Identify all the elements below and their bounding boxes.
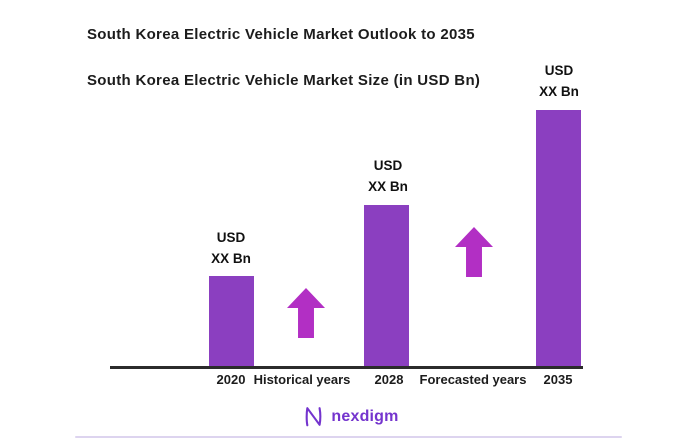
bar-value-line2: XX Bn (211, 251, 251, 266)
x-annotation-forecasted-years: Forecasted years (419, 372, 527, 387)
x-annotation-historical-years: Historical years (253, 372, 351, 387)
x-tick-2020: 2020 (216, 372, 246, 387)
chart-title: South Korea Electric Vehicle Market Outl… (87, 26, 475, 43)
nexdigm-wordmark: nexdigm (331, 407, 399, 425)
bar-2035 (536, 110, 581, 366)
x-axis-line (110, 366, 583, 369)
bar-value-label-2020: USD XX Bn (211, 227, 251, 269)
nexdigm-logo: nexdigm (303, 405, 398, 428)
bar-value-label-2028: USD XX Bn (368, 155, 408, 197)
x-tick-2035: 2035 (543, 372, 573, 387)
growth-up-arrow-icon (287, 288, 325, 338)
growth-up-arrow-icon (455, 227, 493, 277)
x-tick-2028: 2028 (374, 372, 404, 387)
bar-value-line2: XX Bn (539, 84, 579, 99)
nexdigm-n-icon (305, 407, 322, 427)
bar-value-line1: USD (544, 63, 574, 78)
bottom-divider (75, 436, 622, 438)
chart-subtitle: South Korea Electric Vehicle Market Size… (87, 72, 481, 89)
bar-value-label-2035: USD XX Bn (539, 60, 579, 102)
bar-2028 (364, 205, 409, 366)
bar-value-line2: XX Bn (368, 179, 408, 194)
bar-2020 (209, 276, 254, 366)
bar-value-line1: USD (216, 230, 246, 245)
bar-value-line1: USD (373, 158, 403, 173)
